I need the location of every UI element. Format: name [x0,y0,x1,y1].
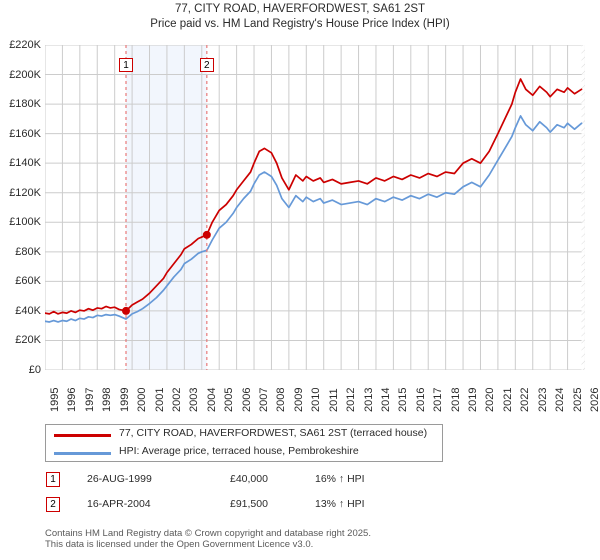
transaction-index-badge: 2 [46,497,60,512]
x-axis-tick-label: 2000 [136,387,149,412]
page-title: 77, CITY ROAD, HAVERFORDWEST, SA61 2ST P… [0,2,600,32]
footer-line-2: This data is licensed under the Open Gov… [45,539,314,550]
y-axis-labels: £0 £20K £40K £60K £80K £100K £120K £140K £160K £1… [0,39,43,376]
transaction-list: 1 26-AUG-1999 £40,000 16% ↑ HPI 2 16-APR… [45,470,465,520]
x-axis-tick-label: 2022 [519,387,532,412]
y-axis-tick-label: £120K [9,186,41,199]
transaction-hpi-delta: 13% ↑ HPI [315,498,365,510]
y-axis-tick-label: £200K [9,68,41,81]
x-axis-tick-label: 2020 [484,387,497,412]
x-axis-tick-label: 2007 [258,387,271,412]
y-axis-tick-label: £20K [15,334,41,347]
event-marker-flag-2[interactable]: 2 [199,58,214,72]
x-axis-tick-label: 2002 [170,387,183,412]
x-axis-tick-label: 2025 [571,387,584,412]
x-axis-tick-label: 1999 [118,387,131,412]
legend-item-price-paid: 77, CITY ROAD, HAVERFORDWEST, SA61 2ST (… [46,426,442,443]
x-axis-tick-label: 2008 [275,387,288,412]
x-axis-tick-label: 2006 [240,387,253,412]
legend-swatch-hpi [54,452,111,455]
x-axis-tick-label: 2016 [414,387,427,412]
y-axis-tick-label: £140K [9,157,41,170]
x-axis-labels: 1995 1996 1997 1998 1999 2000 2001 2002 2003 2004… [45,372,600,414]
x-axis-tick-label: 2012 [345,387,358,412]
transaction-hpi-delta: 16% ↑ HPI [315,473,365,485]
y-axis-tick-label: £40K [15,304,41,317]
y-axis-tick-label: £60K [15,275,41,288]
legend-swatch-price-paid [54,434,111,437]
x-axis-tick-label: 2024 [554,387,567,412]
x-axis-tick-label: 2014 [379,387,392,412]
x-axis-tick-label: 1996 [66,387,79,412]
chart-svg [45,45,585,370]
x-axis-tick-label: 2009 [292,387,305,412]
table-row[interactable]: 2 16-APR-2004 £91,500 13% ↑ HPI [45,495,465,520]
legend-item-hpi: HPI: Average price, terraced house, Pemb… [46,444,442,461]
legend-label-price-paid: 77, CITY ROAD, HAVERFORDWEST, SA61 2ST (… [119,427,428,439]
transaction-index-badge: 1 [46,472,60,487]
y-axis-tick-label: £180K [9,98,41,111]
x-axis-tick-label: 2021 [501,387,514,412]
x-axis-tick-label: 2018 [449,387,462,412]
x-axis-tick-label: 1995 [49,387,61,412]
chart-plot-area [45,45,585,370]
x-axis-tick-label: 2026 [589,387,600,412]
y-axis-tick-label: £220K [9,39,41,51]
transaction-date: 26-AUG-1999 [87,473,152,485]
title-line-1: 77, CITY ROAD, HAVERFORDWEST, SA61 2ST [174,3,426,15]
x-axis-tick-label: 1997 [83,387,96,412]
x-axis-tick-label: 2017 [432,387,445,412]
legend-label-hpi: HPI: Average price, terraced house, Pemb… [119,445,359,457]
footer-line-1: Contains HM Land Registry data © Crown c… [45,528,371,539]
event-marker-flag-1[interactable]: 1 [119,58,133,72]
footer-attribution: Contains HM Land Registry data © Crown c… [45,528,585,550]
x-axis-tick-label: 2023 [536,387,549,412]
title-line-2: Price paid vs. HM Land Registry's House … [150,18,450,30]
y-axis-tick-label: £80K [15,245,41,258]
x-axis-tick-label: 2019 [467,387,480,412]
x-axis-tick-label: 2011 [327,388,340,412]
transaction-price: £91,500 [230,498,268,510]
chart-legend: 77, CITY ROAD, HAVERFORDWEST, SA61 2ST (… [45,424,443,462]
y-axis-tick-label: £0 [28,364,41,376]
y-axis-tick-label: £100K [9,216,41,229]
x-axis-tick-label: 2015 [397,387,410,412]
x-axis-tick-label: 2013 [362,387,375,412]
x-axis-tick-label: 2001 [153,387,166,412]
x-axis-tick-label: 2005 [223,387,236,412]
transaction-price: £40,000 [230,473,268,485]
x-axis-tick-label: 2003 [188,387,201,412]
transaction-date: 16-APR-2004 [87,498,151,510]
y-axis-tick-label: £160K [9,127,41,140]
table-row[interactable]: 1 26-AUG-1999 £40,000 16% ↑ HPI [45,470,465,495]
x-axis-tick-label: 2010 [310,387,323,412]
x-axis-tick-label: 2004 [205,387,218,412]
x-axis-tick-label: 1998 [101,387,114,412]
